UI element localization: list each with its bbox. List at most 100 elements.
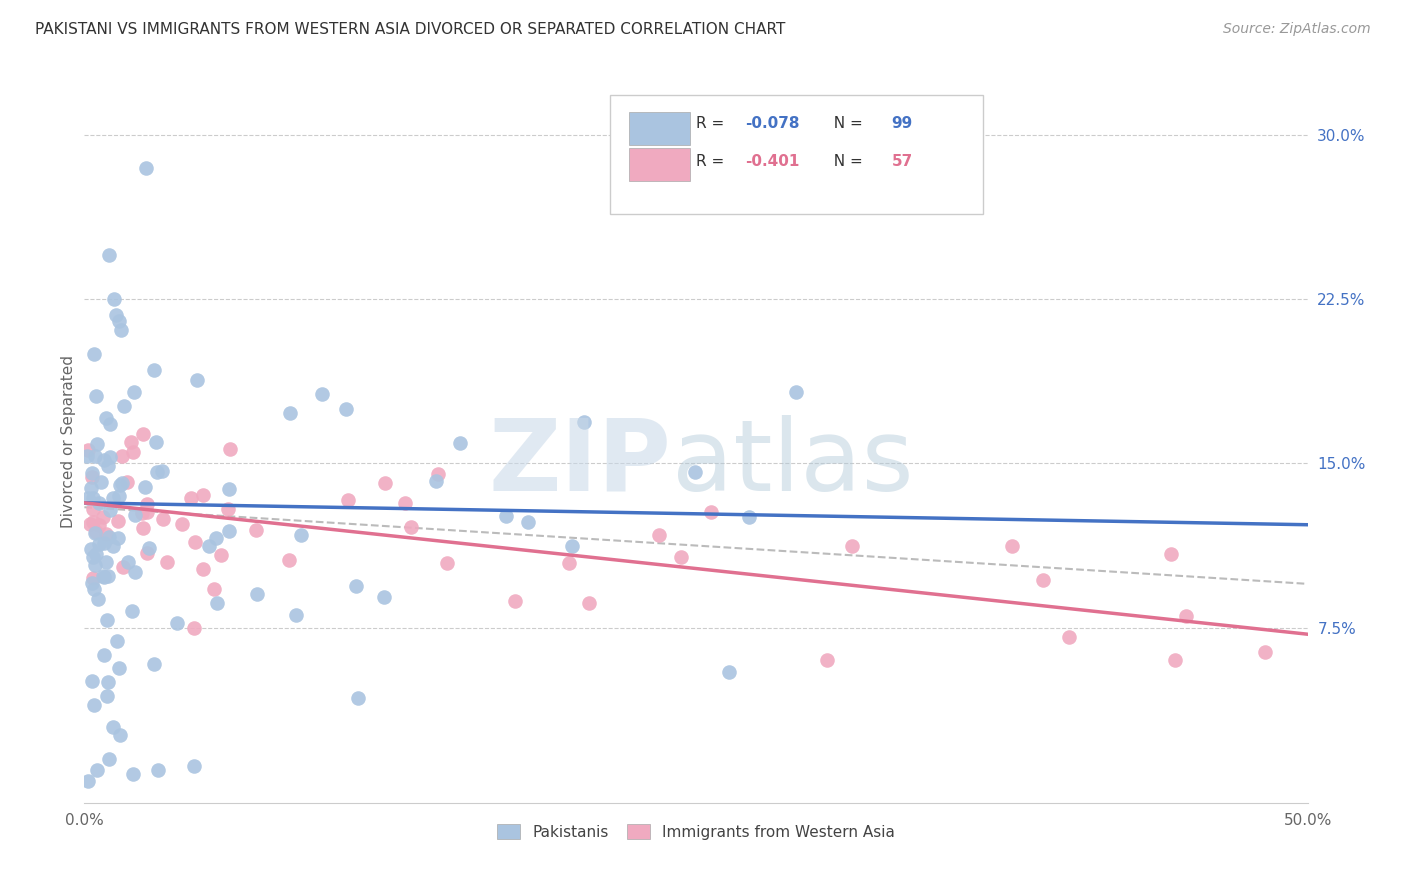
Point (84, 524, 107, 539)
Point (98, 450, 121, 464)
Point (96, 613, 118, 627)
Point (96, 459, 118, 474)
Point (132, 426, 155, 441)
Point (122, 767, 145, 781)
Point (83, 347, 105, 361)
Point (97, 675, 120, 690)
Point (82, 575, 104, 590)
Point (86, 436, 108, 450)
Point (198, 539, 221, 553)
Point (152, 511, 174, 525)
Point (425, 474, 447, 488)
Text: atlas: atlas (672, 415, 912, 512)
Point (77, 443, 100, 458)
Text: 99: 99 (891, 116, 912, 131)
Point (82, 491, 104, 506)
Point (142, 363, 165, 377)
Point (683, 465, 706, 479)
Point (82, 674, 104, 689)
Point (91, 569, 114, 583)
Point (142, 657, 165, 671)
Point (738, 509, 761, 524)
Point (135, 161, 157, 175)
Point (117, 475, 139, 489)
Point (124, 384, 146, 399)
Point (76, 491, 98, 506)
Text: N =: N = (824, 153, 868, 169)
Point (207, 596, 229, 610)
Point (96, 689, 118, 703)
Text: PAKISTANI VS IMMIGRANTS FROM WESTERN ASIA DIVORCED OR SEPARATED CORRELATION CHAR: PAKISTANI VS IMMIGRANTS FROM WESTERN ASI… (35, 22, 786, 37)
Point (186, 373, 208, 387)
Point (170, 516, 193, 531)
Point (427, 467, 450, 481)
Point (135, 497, 157, 511)
Point (84, 389, 107, 403)
Point (311, 386, 333, 401)
Point (191, 562, 214, 576)
Point (1164, 653, 1187, 667)
Point (80, 466, 103, 480)
Point (93, 648, 115, 662)
Point (108, 661, 131, 675)
Point (1000, 539, 1022, 553)
Point (516, 516, 538, 530)
Point (335, 402, 357, 417)
FancyBboxPatch shape (628, 148, 690, 181)
Point (105, 308, 128, 322)
Point (87, 496, 110, 510)
Point (97, 530, 120, 544)
Point (82, 469, 104, 483)
Point (503, 594, 526, 608)
Point (110, 449, 132, 463)
Point (111, 476, 134, 491)
Point (150, 464, 173, 478)
Point (120, 435, 142, 450)
Point (337, 493, 360, 508)
Point (183, 621, 205, 635)
Point (84, 526, 107, 541)
Point (166, 616, 188, 631)
Point (578, 596, 600, 610)
Point (180, 491, 202, 505)
Point (717, 665, 740, 679)
Point (156, 555, 179, 569)
Point (700, 505, 723, 519)
Point (558, 557, 581, 571)
Point (93, 452, 115, 467)
Point (785, 385, 807, 400)
Point (347, 690, 370, 705)
Point (79, 481, 101, 495)
Point (76, 773, 98, 788)
Point (131, 506, 153, 520)
Point (394, 496, 416, 510)
Legend: Pakistanis, Immigrants from Western Asia: Pakistanis, Immigrants from Western Asia (491, 818, 901, 846)
Point (495, 508, 517, 523)
Point (449, 436, 471, 450)
Point (90, 475, 112, 489)
Point (107, 531, 129, 545)
Point (202, 582, 225, 596)
Point (111, 560, 134, 574)
Point (209, 548, 232, 562)
Point (278, 406, 301, 420)
Point (76, 449, 98, 463)
Text: R =: R = (696, 116, 730, 131)
Point (91, 510, 114, 524)
Point (121, 604, 143, 618)
Text: 57: 57 (891, 153, 912, 169)
Point (94, 555, 117, 569)
Point (96, 411, 118, 425)
Point (1254, 645, 1277, 659)
Point (110, 728, 132, 742)
Point (136, 546, 159, 560)
Text: R =: R = (696, 153, 730, 169)
Point (218, 524, 240, 539)
Point (86, 592, 108, 607)
Point (184, 534, 207, 549)
Point (80, 542, 103, 557)
Point (86, 763, 108, 777)
Point (97, 568, 120, 582)
Point (103, 292, 125, 306)
Point (83, 450, 105, 464)
